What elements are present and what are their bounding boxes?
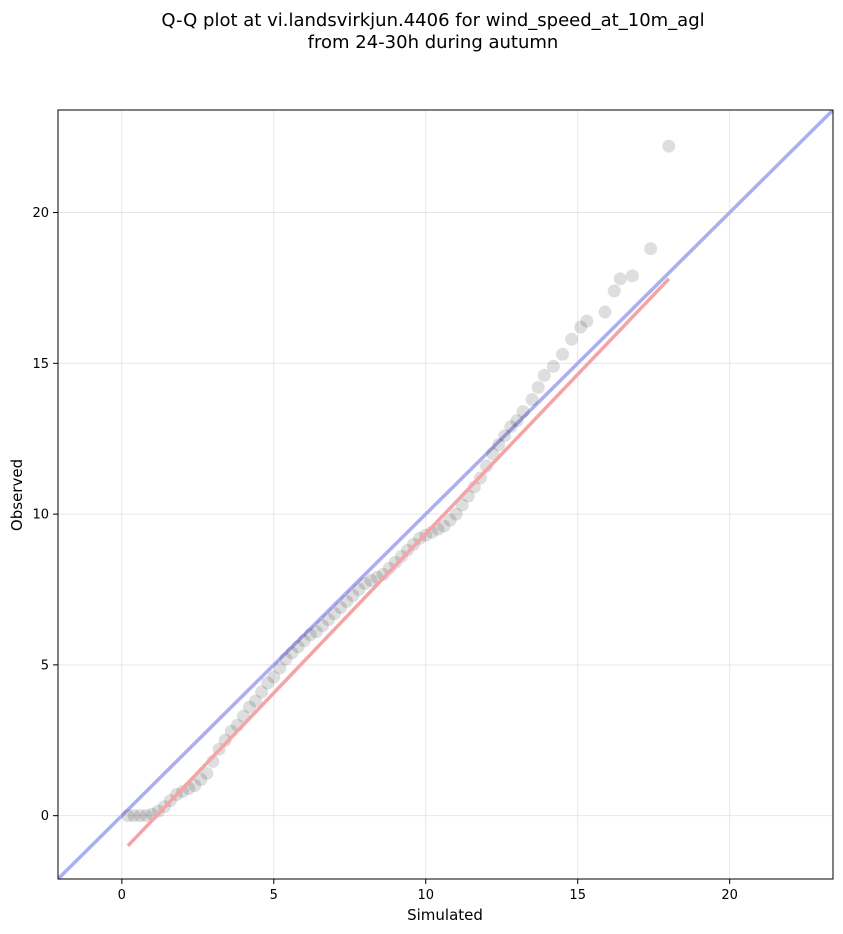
point bbox=[607, 284, 621, 298]
point bbox=[303, 628, 317, 642]
point bbox=[443, 513, 457, 527]
point bbox=[133, 809, 147, 823]
point bbox=[388, 555, 402, 569]
point bbox=[613, 272, 627, 286]
point bbox=[516, 405, 530, 419]
point bbox=[565, 332, 579, 346]
point bbox=[556, 347, 570, 361]
point bbox=[309, 625, 323, 639]
y-tick-label: 20 bbox=[32, 206, 49, 221]
point bbox=[662, 139, 676, 153]
x-tick-label: 20 bbox=[721, 888, 738, 903]
point bbox=[598, 305, 612, 319]
plot-frame bbox=[57, 109, 834, 880]
point bbox=[127, 809, 141, 823]
point bbox=[121, 809, 135, 823]
point bbox=[352, 582, 366, 596]
point bbox=[151, 804, 165, 818]
point bbox=[449, 507, 463, 521]
point bbox=[139, 809, 153, 823]
point bbox=[498, 429, 512, 443]
point bbox=[364, 573, 378, 587]
point bbox=[492, 438, 506, 452]
x-tick-label: 10 bbox=[417, 888, 434, 903]
point bbox=[176, 785, 190, 799]
point bbox=[546, 359, 560, 373]
point bbox=[279, 652, 293, 666]
point bbox=[382, 561, 396, 575]
point bbox=[625, 269, 639, 283]
point bbox=[321, 613, 335, 627]
point bbox=[242, 700, 256, 714]
point bbox=[574, 320, 588, 334]
point bbox=[200, 766, 214, 780]
point bbox=[188, 779, 202, 793]
point bbox=[358, 576, 372, 590]
point bbox=[510, 414, 524, 428]
point bbox=[249, 694, 263, 708]
y-axis-label: Observed bbox=[8, 459, 26, 531]
point bbox=[334, 601, 348, 615]
point bbox=[267, 670, 281, 684]
point bbox=[644, 242, 658, 256]
x-axis-label: Simulated bbox=[407, 906, 483, 924]
point bbox=[394, 549, 408, 563]
point bbox=[437, 519, 451, 533]
point bbox=[486, 447, 500, 461]
point bbox=[218, 733, 232, 747]
y-tick-label: 5 bbox=[41, 658, 49, 673]
y-tick-label: 15 bbox=[32, 357, 49, 372]
point bbox=[261, 676, 275, 690]
point bbox=[376, 567, 390, 581]
point bbox=[297, 634, 311, 648]
point bbox=[340, 595, 354, 609]
plot-area bbox=[58, 110, 833, 879]
point bbox=[531, 380, 545, 394]
point bbox=[580, 314, 594, 328]
point bbox=[346, 589, 360, 603]
x-tick-label: 0 bbox=[118, 888, 126, 903]
chart-title: from 24-30h during autumn bbox=[308, 32, 559, 53]
point bbox=[285, 646, 299, 660]
point bbox=[194, 772, 208, 786]
point bbox=[255, 685, 269, 699]
point bbox=[504, 420, 518, 434]
x-tick-label: 15 bbox=[569, 888, 586, 903]
point bbox=[537, 368, 551, 382]
point bbox=[455, 498, 469, 512]
chart-title: Q-Q plot at vi.landsvirkjun.4406 for win… bbox=[161, 10, 704, 31]
fit-line bbox=[126, 277, 671, 848]
point bbox=[525, 393, 539, 407]
x-tick-label: 5 bbox=[270, 888, 278, 903]
y-tick-label: 10 bbox=[32, 508, 49, 523]
point bbox=[291, 640, 305, 654]
y-tick-label: 0 bbox=[41, 809, 49, 824]
point bbox=[315, 619, 329, 633]
point bbox=[273, 661, 287, 675]
point bbox=[328, 607, 342, 621]
reference-line bbox=[58, 110, 833, 879]
